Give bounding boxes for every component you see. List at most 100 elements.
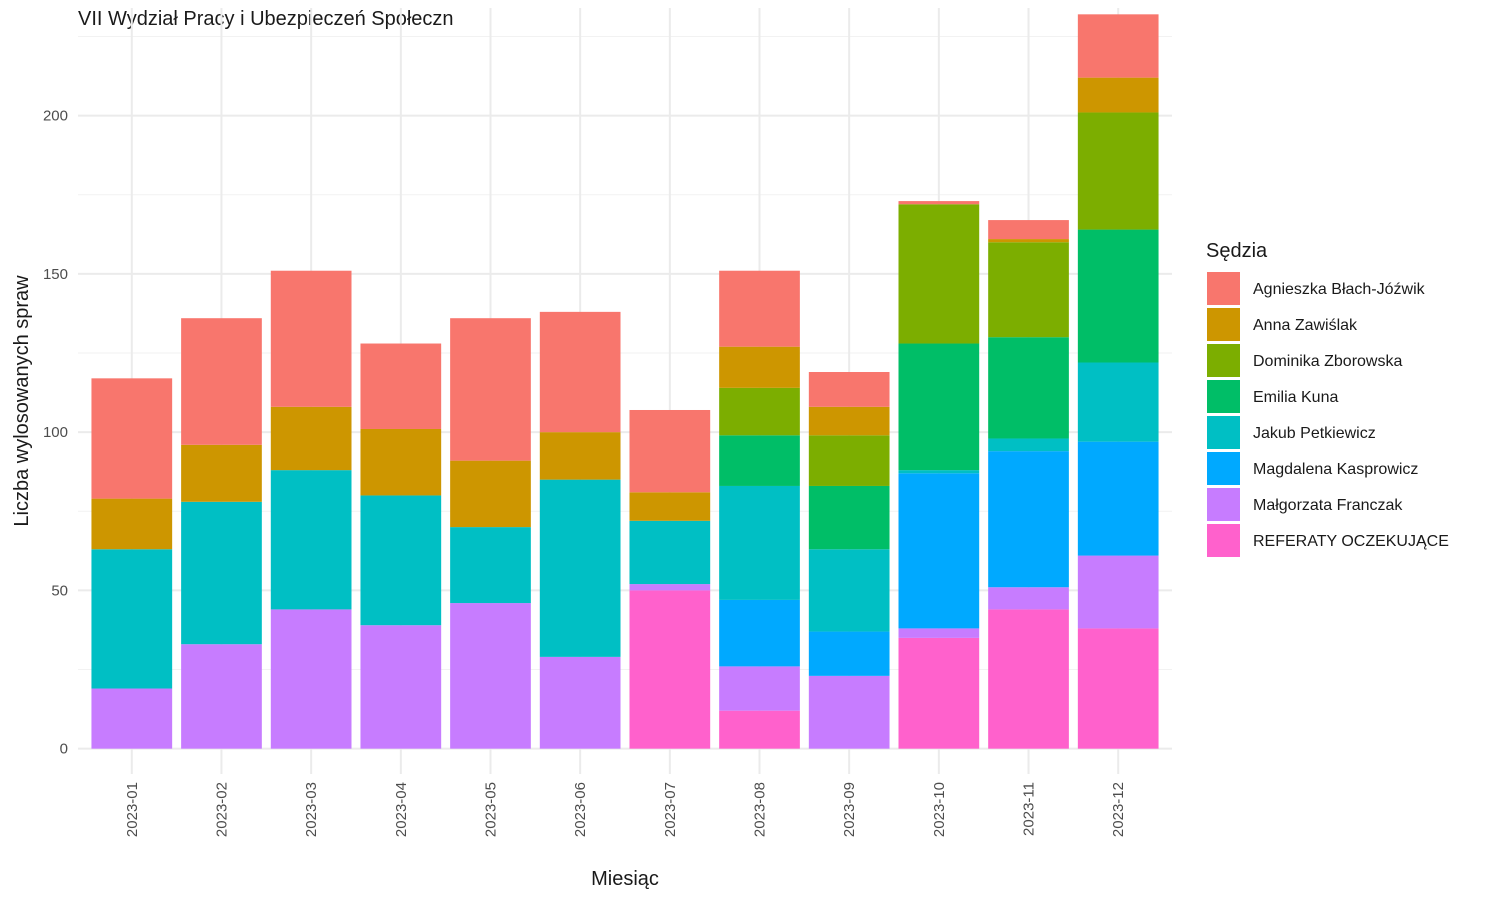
bar-segment xyxy=(898,204,980,344)
bar-segment xyxy=(808,406,890,436)
x-tick-label: 2023-03 xyxy=(303,782,320,837)
bar-segment xyxy=(629,409,711,493)
y-axis-title: Liczba wylosowanych spraw xyxy=(11,275,33,527)
legend-label: Małgorzata Franczak xyxy=(1253,497,1403,514)
legend-swatch xyxy=(1207,308,1240,341)
bar-segment xyxy=(898,470,980,474)
bar-segment xyxy=(360,343,442,429)
bar-segment xyxy=(1077,362,1159,442)
bar-segment xyxy=(988,451,1069,588)
bar-segment xyxy=(360,625,442,749)
bar-segment xyxy=(181,501,262,645)
legend: Sędzia Agnieszka Błach-Jóźwik Anna Zawiśl… xyxy=(1206,240,1449,557)
bar-segment xyxy=(1077,555,1159,629)
bars xyxy=(91,14,1159,749)
x-tick-label: 2023-08 xyxy=(752,782,769,837)
x-tick-label: 2023-02 xyxy=(213,782,230,837)
y-tick-label: 0 xyxy=(60,741,68,758)
x-axis-title: Miesiąc xyxy=(591,868,659,890)
bar-segment xyxy=(629,492,711,521)
legend-swatch xyxy=(1207,488,1240,521)
bar-segment xyxy=(629,590,711,749)
bar-segment xyxy=(719,599,800,667)
y-axis: 0 50 100 150 200 xyxy=(43,108,68,758)
x-tick-label: 2023-10 xyxy=(931,782,948,837)
bar-segment xyxy=(719,435,800,486)
bar-segment xyxy=(450,460,531,528)
bar-segment xyxy=(1077,628,1159,749)
bar-segment xyxy=(988,587,1069,610)
legend-swatch xyxy=(1207,452,1240,485)
bar-segment xyxy=(988,239,1069,243)
legend-title: Sędzia xyxy=(1206,240,1268,262)
bar-segment xyxy=(1077,14,1159,78)
legend-swatch xyxy=(1207,344,1240,377)
bar-segment xyxy=(181,444,262,502)
bar-segment xyxy=(808,549,890,632)
bar-segment xyxy=(898,637,980,749)
x-tick-label: 2023-06 xyxy=(572,782,589,837)
legend-label: REFERATY OCZEKUJĄCE xyxy=(1253,533,1449,550)
bar-segment xyxy=(181,644,262,749)
x-tick-label: 2023-04 xyxy=(393,782,410,837)
bar-segment xyxy=(360,428,442,496)
bar-segment xyxy=(1077,229,1159,363)
bar-segment xyxy=(450,527,531,604)
x-tick-label: 2023-07 xyxy=(662,782,679,837)
legend-label: Dominika Zborowska xyxy=(1253,353,1402,370)
bar-segment xyxy=(719,710,800,749)
bar-segment xyxy=(719,387,800,436)
legend-label: Anna Zawiślak xyxy=(1253,317,1358,334)
bar-segment xyxy=(808,485,890,550)
bar-segment xyxy=(1077,441,1159,556)
bar-segment xyxy=(988,438,1069,452)
bar-segment xyxy=(539,311,621,433)
legend-swatch xyxy=(1207,272,1240,305)
bar-segment xyxy=(539,479,621,657)
bar-segment xyxy=(539,432,621,480)
bar-segment xyxy=(898,628,980,638)
bar-segment xyxy=(91,498,173,550)
legend-swatch xyxy=(1207,380,1240,413)
bar-segment xyxy=(181,318,262,445)
legend-swatch xyxy=(1207,416,1240,449)
bar-segment xyxy=(629,584,711,591)
x-tick-label: 2023-01 xyxy=(124,782,141,837)
bar-segment xyxy=(91,549,173,689)
x-tick-label: 2023-12 xyxy=(1110,782,1127,837)
bar-segment xyxy=(719,666,800,711)
legend-label: Jakub Petkiewicz xyxy=(1253,425,1376,442)
bar-segment xyxy=(808,372,890,407)
bar-segment xyxy=(808,675,890,749)
x-axis: 2023-01 2023-02 2023-03 2023-04 2023-05 2023-… xyxy=(124,782,1127,837)
chart-title: VII Wydział Pracy i Ubezpieczeń Społeczn xyxy=(78,8,454,30)
bar-segment xyxy=(988,609,1069,749)
bar-segment xyxy=(988,337,1069,439)
y-tick-label: 150 xyxy=(43,266,68,283)
bar-segment xyxy=(898,343,980,471)
bar-segment xyxy=(898,473,980,629)
bar-segment xyxy=(988,220,1069,240)
bar-segment xyxy=(270,406,352,471)
bar-segment xyxy=(270,270,352,407)
bar-segment xyxy=(270,609,352,749)
bar-segment xyxy=(360,495,442,626)
x-tick-label: 2023-05 xyxy=(482,782,499,837)
bar-segment xyxy=(539,656,621,749)
bar-segment xyxy=(91,378,173,499)
bar-segment xyxy=(450,603,531,749)
bar-segment xyxy=(808,435,890,486)
bar-segment xyxy=(91,688,173,749)
y-tick-label: 100 xyxy=(43,424,68,441)
bar-segment xyxy=(898,201,980,205)
y-tick-label: 50 xyxy=(51,582,68,599)
legend-label: Agnieszka Błach-Jóźwik xyxy=(1253,281,1426,298)
legend-label: Magdalena Kasprowicz xyxy=(1253,461,1418,478)
bar-segment xyxy=(1077,112,1159,230)
bar-segment xyxy=(988,242,1069,338)
bar-segment xyxy=(629,520,711,585)
y-tick-label: 200 xyxy=(43,108,68,125)
x-tick-label: 2023-11 xyxy=(1021,782,1038,836)
bar-segment xyxy=(450,318,531,461)
